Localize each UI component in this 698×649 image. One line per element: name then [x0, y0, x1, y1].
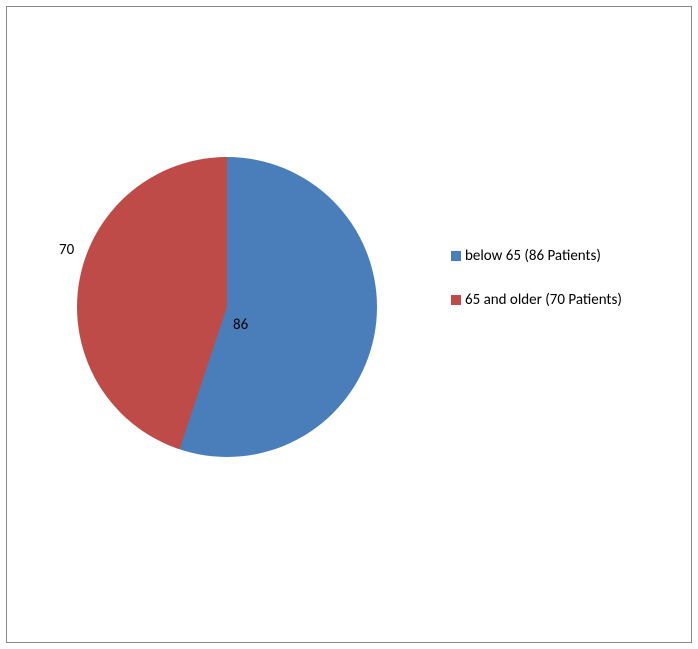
legend-item-0: below 65 (86 Patients)	[451, 247, 651, 267]
pie-slices	[77, 157, 377, 457]
legend-label-1: 65 and older (70 Patients)	[465, 291, 622, 311]
legend-swatch-1	[451, 295, 461, 305]
legend-item-1: 65 and older (70 Patients)	[451, 291, 651, 311]
chart-container: 86 70 below 65 (86 Patients) 65 and olde…	[6, 6, 692, 643]
legend: below 65 (86 Patients) 65 and older (70 …	[451, 247, 651, 334]
legend-label-0: below 65 (86 Patients)	[465, 247, 601, 267]
data-label-1: 70	[59, 241, 74, 259]
data-label-0: 86	[233, 316, 248, 334]
legend-swatch-0	[451, 251, 461, 261]
pie-chart: 86 70	[77, 157, 377, 457]
